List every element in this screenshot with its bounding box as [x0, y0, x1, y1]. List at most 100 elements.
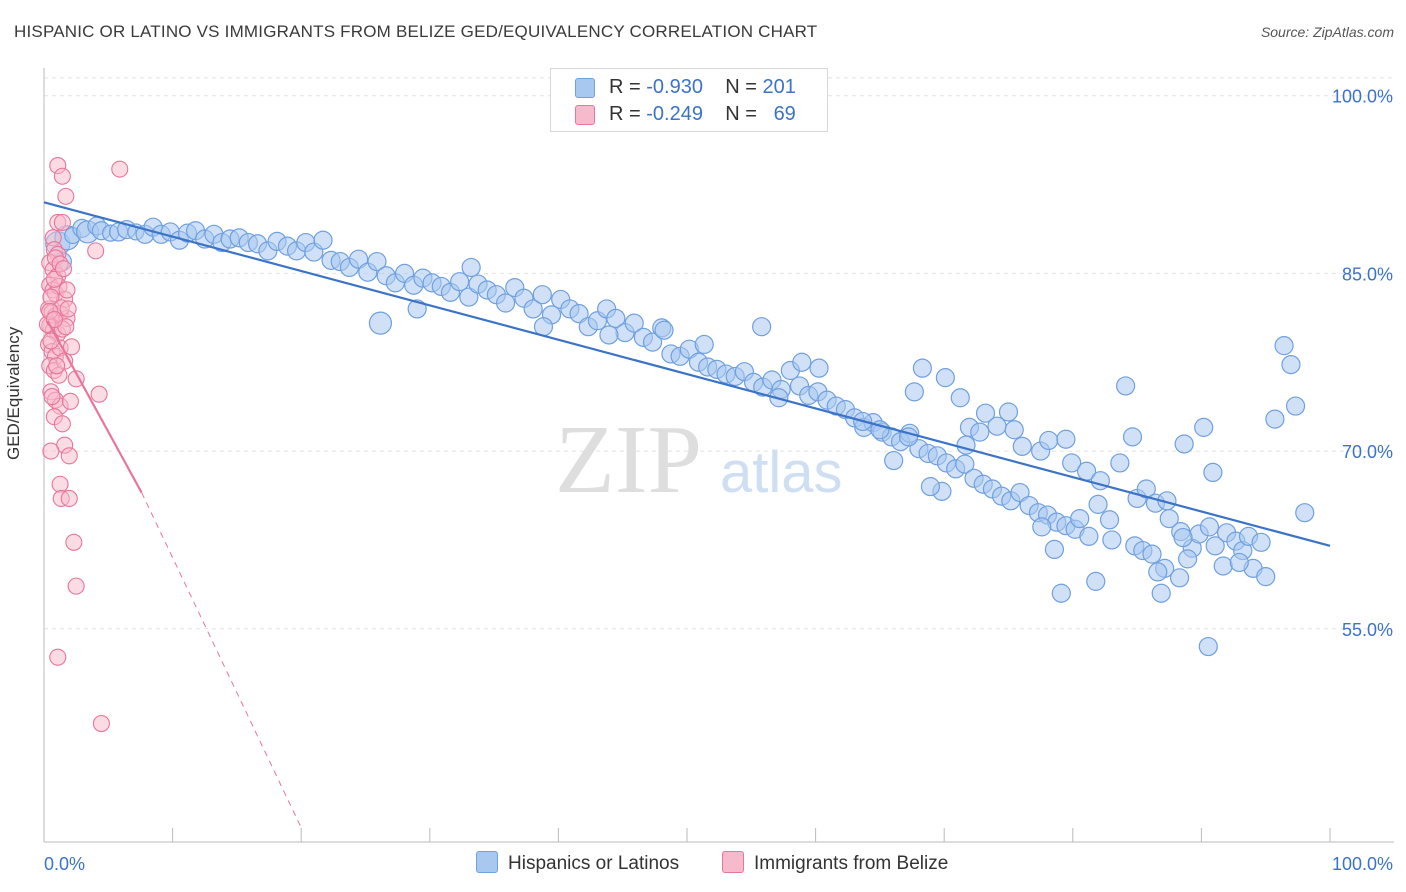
- data-point-hispanics: [1116, 376, 1136, 396]
- bottom-legend-belize[interactable]: Immigrants from Belize: [722, 851, 948, 875]
- data-point-hispanics: [1136, 479, 1156, 499]
- trend-line-belize: [46, 320, 143, 494]
- data-point-belize: [57, 187, 75, 205]
- data-point-hispanics: [975, 403, 996, 423]
- y-tick-label: 100.0%: [1332, 87, 1393, 107]
- data-point-hispanics: [1194, 417, 1214, 437]
- data-point-hispanics: [1086, 571, 1106, 591]
- y-tick-label: 70.0%: [1342, 442, 1393, 462]
- watermark-zip: ZIP: [555, 406, 702, 514]
- data-point-belize: [60, 447, 78, 465]
- legend: R = -0.930 N = 201 R = -0.249 N = 69: [550, 68, 828, 132]
- data-point-hispanics: [1174, 434, 1194, 454]
- legend-r-value: -0.249: [646, 103, 703, 125]
- data-point-hispanics: [523, 299, 543, 319]
- data-point-hispanics: [904, 382, 924, 402]
- data-point-hispanics: [1004, 420, 1024, 440]
- data-point-hispanics: [935, 368, 955, 388]
- data-point-hispanics: [1070, 508, 1090, 529]
- data-point-hispanics: [1032, 517, 1052, 537]
- y-axis-label: GED/Equivalency: [4, 326, 23, 460]
- legend-n-value: 201: [762, 76, 796, 98]
- data-point-belize: [51, 475, 69, 493]
- watermark-atlas: atlas: [720, 440, 843, 505]
- data-point-belize: [48, 357, 66, 375]
- data-point-belize: [61, 392, 79, 410]
- data-point-hispanics: [654, 320, 674, 340]
- data-point-hispanics: [624, 313, 644, 333]
- data-point-hispanics: [1169, 568, 1190, 588]
- data-point-belize: [92, 714, 110, 733]
- data-point-hispanics: [1203, 462, 1223, 482]
- data-point-hispanics: [642, 332, 663, 352]
- x-tick-label: 0.0%: [44, 854, 85, 874]
- data-point-hispanics: [1256, 567, 1276, 587]
- watermark: ZIP atlas: [555, 406, 843, 514]
- data-point-belize: [42, 442, 60, 460]
- data-point-hispanics: [1274, 336, 1294, 356]
- data-point-hispanics: [920, 477, 941, 497]
- data-point-hispanics: [368, 311, 393, 335]
- data-point-hispanics: [606, 308, 626, 328]
- data-point-hispanics: [1229, 552, 1249, 573]
- data-point-hispanics: [1213, 556, 1233, 576]
- axes: [43, 68, 1394, 843]
- data-point-hispanics: [450, 272, 470, 292]
- data-point-belize: [90, 385, 108, 403]
- data-point-belize: [60, 489, 78, 508]
- data-point-hispanics: [599, 325, 619, 345]
- tick-labels: 55.0% 70.0% 85.0% 100.0% 0.0% 100.0%: [44, 87, 1393, 874]
- data-point-hispanics: [1281, 355, 1301, 375]
- data-point-belize: [67, 370, 85, 388]
- data-point-hispanics: [998, 402, 1019, 422]
- data-point-belize: [67, 577, 85, 595]
- trend-lines: [43, 201, 1331, 831]
- data-point-hispanics: [532, 285, 552, 305]
- data-point-hispanics: [950, 388, 970, 408]
- data-point-hispanics: [1295, 503, 1315, 523]
- data-point-hispanics: [1102, 530, 1122, 550]
- chart-title: HISPANIC OR LATINO VS IMMIGRANTS FROM BE…: [14, 22, 818, 41]
- data-point-hispanics: [955, 454, 975, 474]
- data-point-belize: [53, 415, 71, 433]
- data-point-hispanics: [970, 422, 990, 442]
- legend-swatch-hispanics: [575, 78, 595, 98]
- y-tick-label: 55.0%: [1342, 620, 1393, 640]
- data-point-hispanics: [1010, 482, 1030, 503]
- data-point-belize: [53, 213, 71, 231]
- bottom-legend-label-belize: Immigrants from Belize: [754, 853, 949, 874]
- data-point-hispanics: [1044, 539, 1065, 560]
- data-point-hispanics: [1012, 436, 1032, 456]
- data-point-hispanics: [912, 358, 932, 378]
- data-point-hispanics: [459, 287, 479, 307]
- data-point-hispanics: [569, 304, 589, 324]
- data-point-hispanics: [461, 257, 481, 278]
- data-point-hispanics: [884, 450, 904, 471]
- legend-r-label: R =: [609, 103, 641, 125]
- legend-r-label: R =: [609, 76, 641, 98]
- legend-n-label: N =: [725, 103, 757, 125]
- series-belize: [38, 157, 129, 733]
- data-point-hispanics: [407, 299, 427, 319]
- data-point-hispanics: [495, 293, 516, 313]
- data-point-hispanics: [1173, 527, 1193, 548]
- bottom-legend-label-hispanics: Hispanics or Latinos: [508, 853, 680, 874]
- data-point-hispanics: [956, 435, 976, 455]
- data-point-hispanics: [367, 251, 387, 272]
- data-point-belize: [63, 338, 81, 356]
- data-point-hispanics: [1099, 510, 1120, 530]
- data-point-hispanics: [1110, 453, 1130, 473]
- data-point-hispanics: [1122, 427, 1143, 447]
- trend-line-belize-extension: [141, 492, 303, 831]
- trend-line-hispanics: [43, 201, 1331, 547]
- source-label: Source: ZipAtlas.com: [1260, 24, 1394, 40]
- data-point-hispanics: [1251, 532, 1271, 552]
- data-point-belize: [87, 242, 105, 260]
- bottom-legend-hispanics[interactable]: Hispanics or Latinos: [476, 851, 679, 875]
- data-point-hispanics: [349, 249, 369, 269]
- data-point-belize: [111, 160, 129, 178]
- data-point-hispanics: [1265, 409, 1285, 429]
- data-point-hispanics: [1148, 562, 1168, 582]
- x-tick-label: 100.0%: [1332, 854, 1393, 874]
